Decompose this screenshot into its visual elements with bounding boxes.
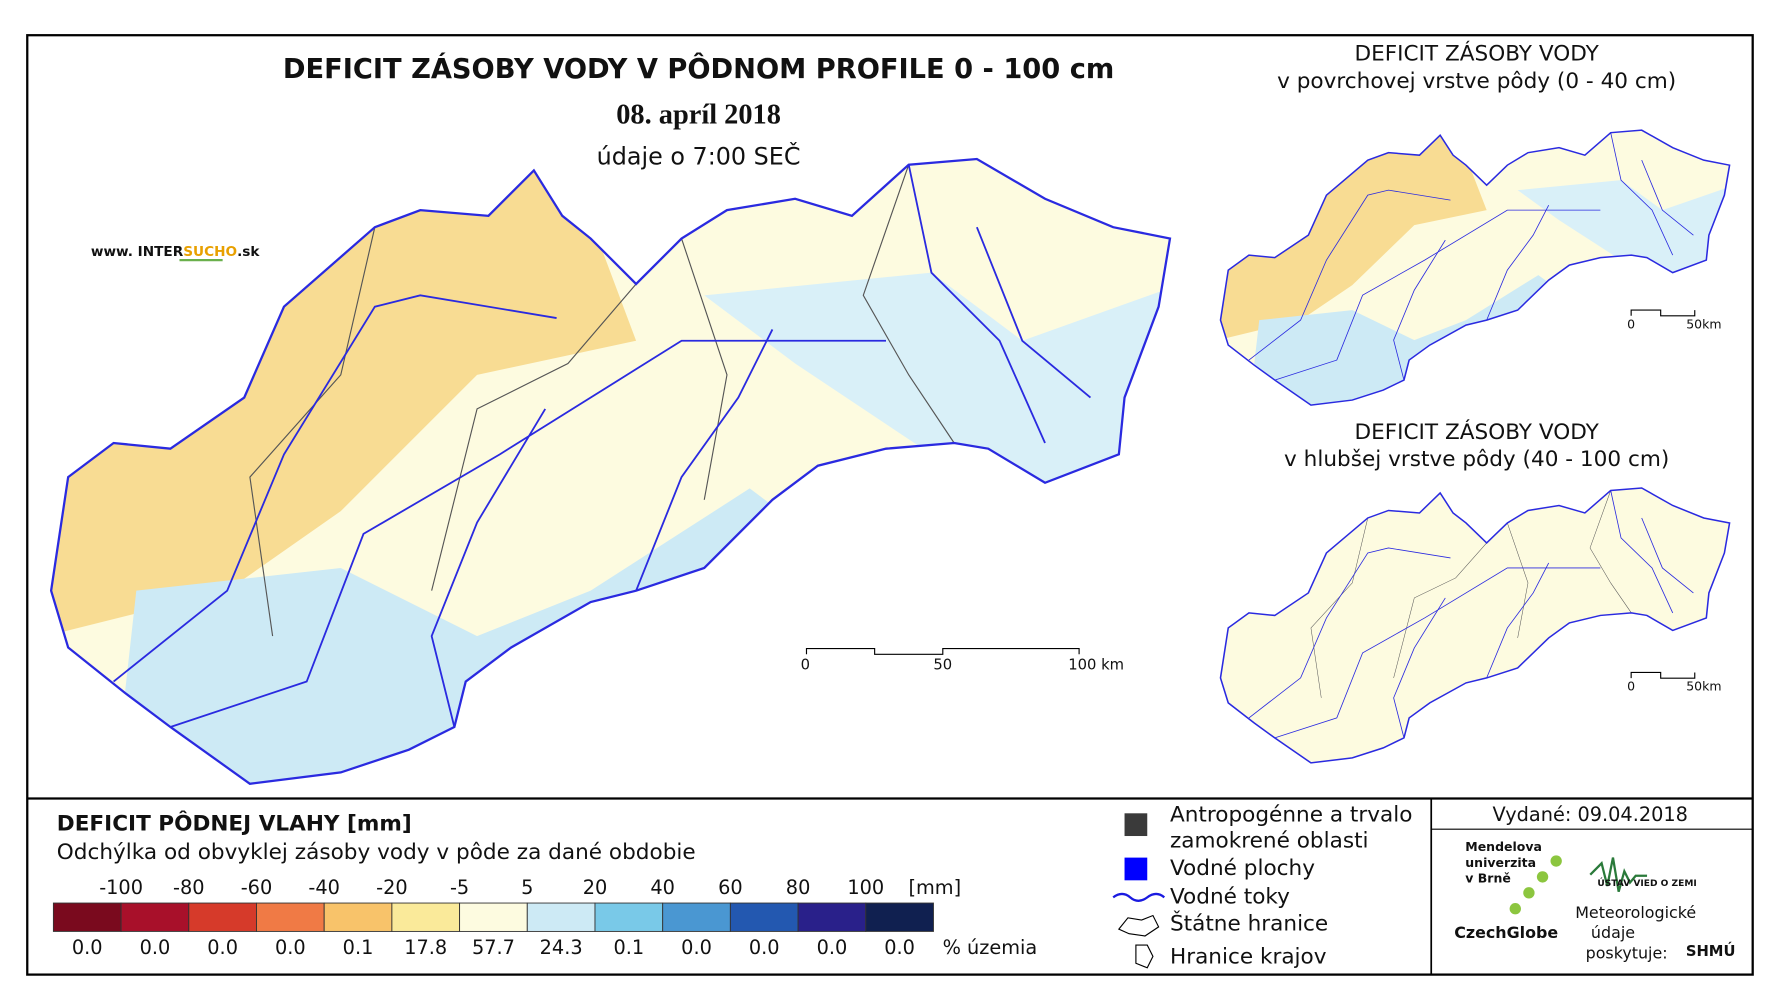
legend-break: -80 bbox=[173, 876, 205, 899]
logo-text: ÚSTAV VIED O ZEMI bbox=[1597, 877, 1696, 889]
inset-title: DEFICIT ZÁSOBY VODY bbox=[1354, 41, 1599, 67]
legend-unit: [mm] bbox=[908, 876, 961, 899]
date: 08. apríl 2018 bbox=[616, 100, 781, 131]
website-part: .sk bbox=[237, 244, 260, 260]
scale-bar bbox=[805, 648, 1080, 655]
legend-swatch bbox=[52, 902, 122, 932]
legend-swatch bbox=[594, 902, 664, 932]
symbol bbox=[1117, 914, 1160, 937]
legend-title: DEFICIT PÔDNEJ VLAHY [mm] bbox=[57, 811, 412, 837]
legend-swatch bbox=[865, 902, 934, 932]
legend-break: 20 bbox=[583, 876, 608, 899]
legend-share: 57.7 bbox=[472, 936, 515, 959]
legend-share: 0.0 bbox=[681, 936, 712, 959]
logo-text: univerzita bbox=[1465, 855, 1536, 870]
legend-share: 24.3 bbox=[540, 936, 583, 959]
symbol-label: Hranice krajov bbox=[1170, 945, 1327, 970]
scale-label: 0 bbox=[801, 657, 810, 674]
symbol bbox=[1135, 944, 1154, 969]
legend-share-unit: % územia bbox=[943, 936, 1038, 959]
logo-graphic bbox=[1589, 857, 1648, 892]
legend-swatch bbox=[459, 902, 528, 932]
logo-text: v Brně bbox=[1465, 871, 1511, 886]
legend-swatch bbox=[526, 902, 596, 932]
legend-share: 17.8 bbox=[404, 936, 447, 959]
scale-bar bbox=[1630, 309, 1696, 317]
symbol-label: Vodné toky bbox=[1170, 884, 1290, 909]
scale-label: 50 bbox=[933, 657, 952, 674]
legend-break: -5 bbox=[450, 876, 469, 899]
scale-bar bbox=[1630, 671, 1696, 679]
legend-break: 60 bbox=[718, 876, 743, 899]
legend-share: 0.0 bbox=[207, 936, 238, 959]
symbol bbox=[1112, 892, 1166, 902]
legend-share: 0.0 bbox=[884, 936, 915, 959]
legend-share: 0.0 bbox=[275, 936, 306, 959]
legend-swatch bbox=[729, 902, 799, 932]
symbol-label: Antropogénne a trvalo bbox=[1170, 803, 1412, 828]
legend-share: 0.0 bbox=[817, 936, 848, 959]
legend-break: -20 bbox=[376, 876, 408, 899]
legend-swatch bbox=[797, 902, 867, 932]
legend-swatch bbox=[120, 902, 190, 932]
title: DEFICIT ZÁSOBY VODY V PÔDNOM PROFILE 0 -… bbox=[283, 53, 1114, 85]
legend-share: 0.0 bbox=[72, 936, 103, 959]
website-part: www. INTER bbox=[91, 244, 184, 260]
legend-break: 5 bbox=[521, 876, 533, 899]
legend-swatch bbox=[188, 902, 257, 932]
legend-swatch bbox=[391, 902, 461, 932]
legend-break: -40 bbox=[308, 876, 340, 899]
legend-share: 0.0 bbox=[140, 936, 171, 959]
legend-swatch bbox=[662, 902, 731, 932]
legend-break: 100 bbox=[847, 876, 884, 899]
inset-subtitle: v povrchovej vrstve pôdy (0 - 40 cm) bbox=[1277, 69, 1676, 94]
legend-subtitle: Odchýlka od obvyklej zásoby vody v pôde … bbox=[57, 840, 696, 865]
symbol-label: Štátne hranice bbox=[1170, 911, 1328, 937]
scale-label: 100 km bbox=[1068, 657, 1124, 674]
legend-swatch bbox=[323, 902, 393, 932]
credit-text: údaje bbox=[1591, 923, 1635, 942]
legend-swatch bbox=[256, 902, 325, 932]
legend-break: 80 bbox=[786, 876, 811, 899]
scale-label: 50km bbox=[1686, 316, 1721, 331]
logo-dots bbox=[1509, 855, 1562, 915]
symbol-label: Vodné plochy bbox=[1170, 856, 1315, 881]
logo-text: SHMÚ bbox=[1686, 942, 1736, 960]
logo-text: CzechGlobe bbox=[1454, 923, 1558, 942]
symbol bbox=[1124, 813, 1148, 837]
legend-share: 0.1 bbox=[613, 936, 644, 959]
legend-share: 0.1 bbox=[343, 936, 374, 959]
symbol bbox=[1124, 857, 1148, 881]
inset-title: DEFICIT ZÁSOBY VODY bbox=[1354, 419, 1599, 445]
website: www. INTERSUCHO.sk bbox=[91, 244, 261, 260]
scale-label: 0 bbox=[1627, 316, 1635, 331]
credit-text: poskytuje: bbox=[1586, 944, 1668, 963]
website-part: SUCHO bbox=[183, 244, 237, 260]
logo-text: Mendelova bbox=[1465, 839, 1542, 854]
credit-text: Meteorologické bbox=[1575, 903, 1696, 922]
scale-label: 0 bbox=[1627, 679, 1635, 694]
issued: Vydané: 09.04.2018 bbox=[1493, 803, 1688, 826]
legend-break: 40 bbox=[650, 876, 675, 899]
legend-break: -100 bbox=[99, 876, 143, 899]
time-note: údaje o 7:00 SEČ bbox=[597, 142, 801, 170]
legend: 0.0 0.0 0.0 0.0 0.1 17.8 57.7 24.3 0.1 0.0 0.0 0.0 0… bbox=[52, 876, 1038, 959]
symbol-label: zamokrené oblasti bbox=[1170, 829, 1369, 854]
scale-label: 50km bbox=[1686, 679, 1721, 694]
inset-subtitle: v hlubšej vrstve pôdy (40 - 100 cm) bbox=[1284, 447, 1669, 472]
legend-break: -60 bbox=[241, 876, 273, 899]
legend-share: 0.0 bbox=[749, 936, 780, 959]
